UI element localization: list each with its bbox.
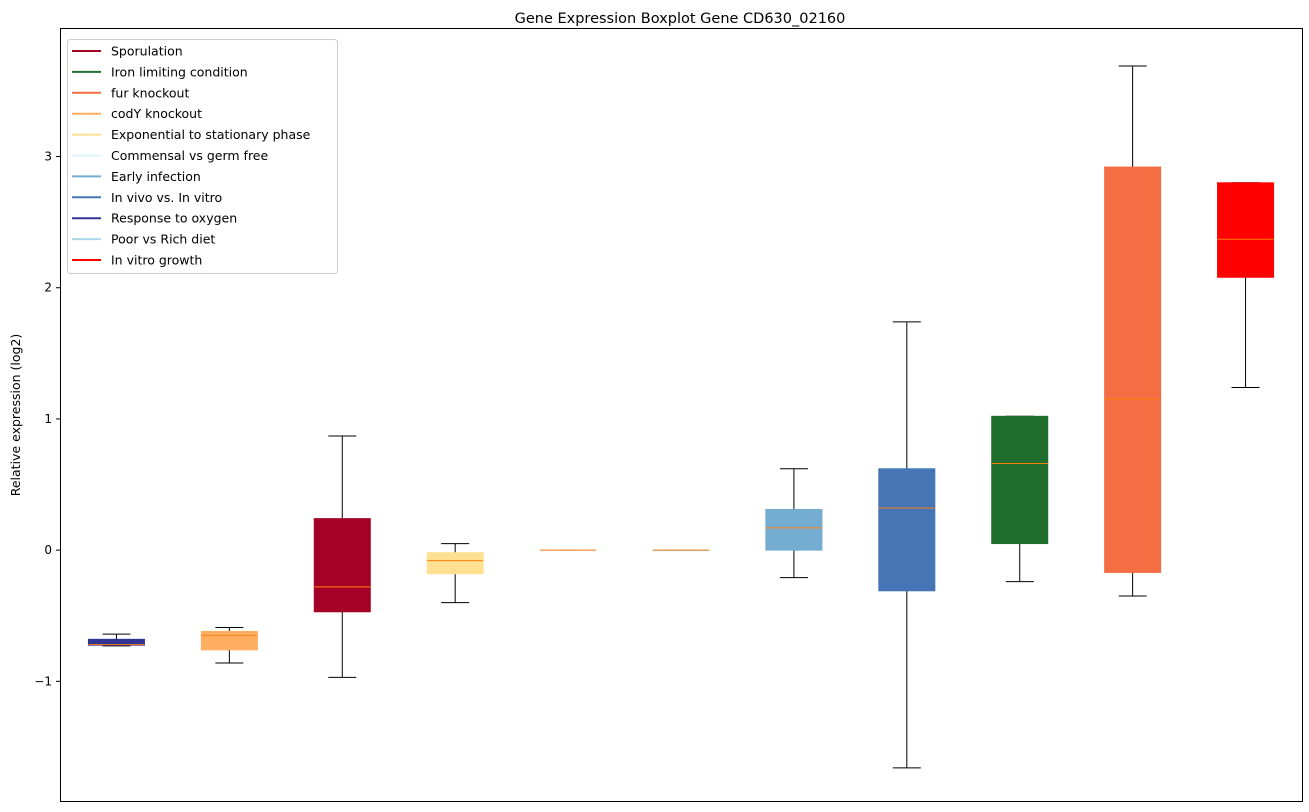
- chart-title: Gene Expression Boxplot Gene CD630_02160: [515, 11, 846, 27]
- legend-label: In vitro growth: [111, 253, 202, 268]
- legend-label: Exponential to stationary phase: [111, 127, 311, 142]
- legend-label: Iron limiting condition: [111, 64, 248, 79]
- box-commensal-vs-germ-free: [539, 549, 597, 552]
- box-cody-knockout: [200, 627, 258, 664]
- y-axis-label: Relative expression (log2): [8, 334, 23, 497]
- legend-frame: [67, 39, 338, 274]
- box-in-vitro-growth: [1217, 182, 1275, 388]
- box-iqr: [200, 630, 258, 651]
- box-sporulation: [313, 435, 371, 678]
- legend-label: Commensal vs germ free: [111, 148, 268, 163]
- box-iqr: [426, 552, 484, 575]
- y-tick-label: 3: [44, 150, 52, 164]
- legend-label: Poor vs Rich diet: [111, 232, 215, 247]
- box-iqr: [878, 468, 936, 592]
- legend-label: codY knockout: [111, 106, 202, 121]
- legend-label: Early infection: [111, 169, 201, 184]
- box-in-vivo-vs-in-vitro: [878, 321, 936, 769]
- box-poor-vs-rich-diet: [652, 549, 710, 552]
- legend-label: In vivo vs. In vitro: [111, 190, 222, 205]
- box-iqr: [991, 415, 1049, 545]
- y-tick-label: 1: [44, 412, 52, 426]
- box-exponential-to-stationary-phase: [426, 543, 484, 604]
- box-iron-limiting-condition: [991, 415, 1049, 583]
- legend-label: fur knockout: [111, 85, 189, 100]
- y-tick-label: −1: [34, 674, 52, 688]
- box-iqr: [87, 638, 145, 646]
- box-fur-knockout: [1104, 65, 1162, 597]
- box-early-infection: [765, 468, 823, 579]
- y-tick-label: 0: [44, 543, 52, 557]
- box-iqr: [1217, 182, 1275, 278]
- legend: Sporulation Iron limiting condition fur kn…: [67, 39, 338, 274]
- legend-label: Sporulation: [111, 44, 183, 59]
- plot-frame: [60, 28, 1303, 802]
- box-iqr: [313, 518, 371, 613]
- y-tick-label: 2: [44, 281, 52, 295]
- legend-label: Response to oxygen: [111, 211, 237, 226]
- box-iqr: [765, 508, 823, 551]
- y-axis: −1 0 1 2 3: [34, 150, 60, 688]
- box-iqr: [1104, 166, 1162, 573]
- box-response-to-oxygen: [87, 633, 145, 647]
- boxes-layer: [87, 65, 1275, 769]
